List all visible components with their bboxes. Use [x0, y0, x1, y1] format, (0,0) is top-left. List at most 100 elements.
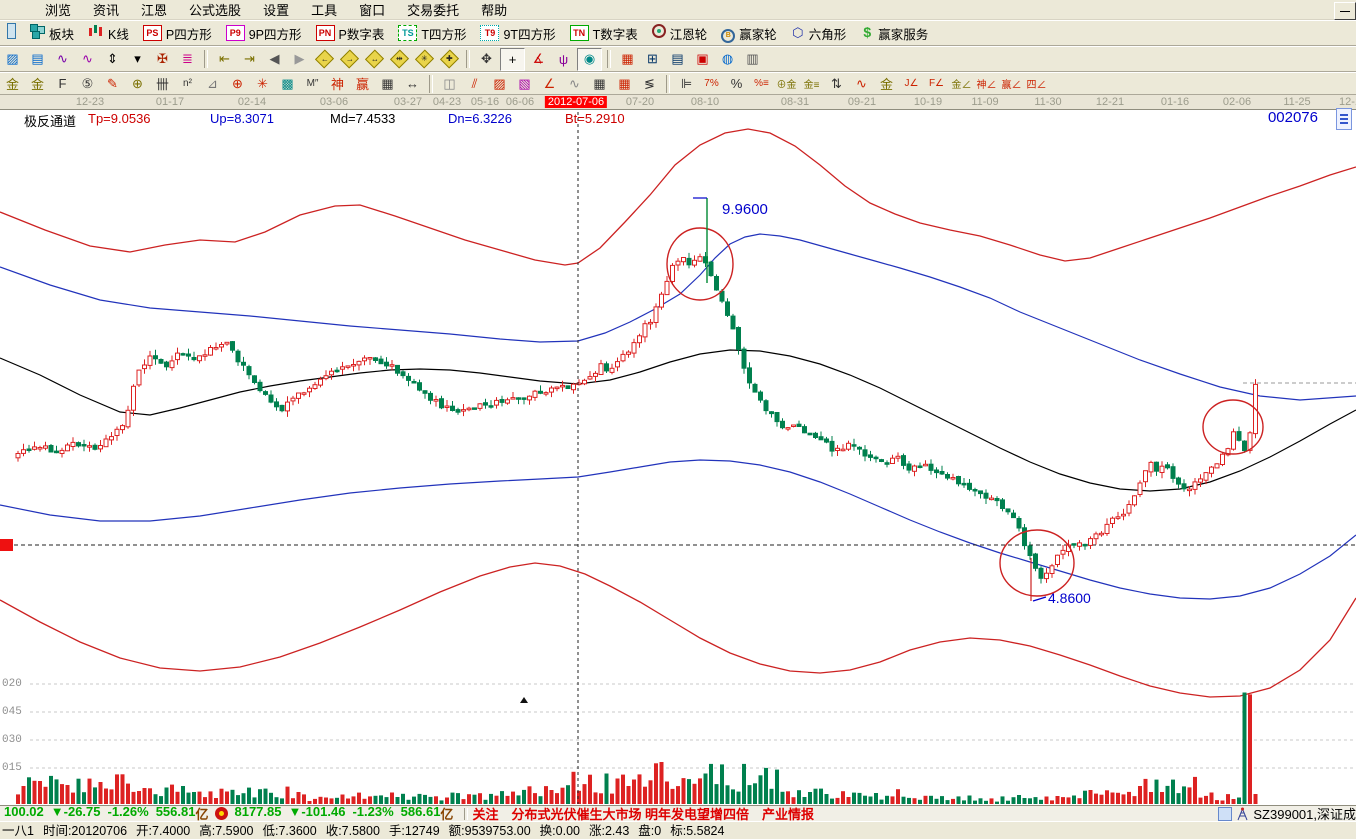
menu-item-6[interactable]: 窗口	[359, 3, 386, 18]
right-edge-widget[interactable]	[1336, 108, 1352, 130]
prev-icon[interactable]: ◀	[269, 51, 280, 66]
rocket-tool-icon[interactable]: ✎	[107, 75, 118, 91]
winner-wheel-button[interactable]: B 赢家轮	[714, 22, 784, 44]
candle-style-icon[interactable]: ⇕	[107, 51, 118, 66]
j-angle-tool-icon[interactable]: J∠	[904, 78, 919, 89]
chart-3-icon[interactable]: ∿	[57, 51, 68, 66]
menu-item-5[interactable]: 工具	[311, 3, 338, 18]
menu-item-8[interactable]: 帮助	[481, 3, 508, 18]
f-angle-tool-icon[interactable]: F∠	[928, 78, 945, 89]
chart-9-icon[interactable]: ∿	[82, 51, 93, 66]
seven-pct-tool-icon[interactable]: 7%	[704, 78, 719, 89]
t9-square-button[interactable]: T9 9T四方形	[473, 22, 562, 44]
crosshair-tool-icon[interactable]: +	[500, 47, 525, 71]
fan-box-tool-icon[interactable]: ▨	[493, 75, 506, 91]
four-angle-tool-icon[interactable]: 四∠	[1026, 80, 1047, 91]
t-number-button[interactable]: TN T数字表	[563, 22, 645, 44]
flag-tool-icon[interactable]: ⊿	[207, 75, 218, 91]
grid123-tool-icon[interactable]: ▦	[381, 75, 394, 91]
angle-lines-tool-icon[interactable]: ∠	[543, 75, 556, 91]
sector-button[interactable]: 板块	[23, 22, 81, 44]
scale-tool-icon[interactable]: ⊫	[680, 75, 693, 91]
diamond-expand-icon[interactable]: ↔	[363, 49, 386, 70]
wave-red-tool-icon[interactable]: ∿	[856, 75, 867, 91]
width-tool-icon[interactable]: ↔	[406, 76, 419, 91]
brain-tool-icon[interactable]: ◉	[577, 47, 602, 71]
pitchfork-tool-icon[interactable]: ψ	[558, 51, 569, 67]
menu-item-7[interactable]: 交易委托	[407, 3, 460, 18]
pct-lines-tool-icon[interactable]: %≡	[754, 78, 769, 89]
p-number-button[interactable]: PN P数字表	[309, 22, 392, 44]
gold-lines-tool-icon[interactable]: 金≡	[803, 80, 820, 91]
menu-item-3[interactable]: 公式选股	[189, 3, 242, 18]
quote-tool-icon[interactable]: M″	[306, 78, 319, 89]
brush-tool-icon[interactable]: ⇅	[831, 75, 842, 91]
chart-canvas[interactable]	[0, 110, 1356, 805]
spiral-tool-icon[interactable]: ⑤	[81, 75, 94, 91]
calendar-icon[interactable]: ▦	[621, 51, 634, 66]
gann-wheel-button[interactable]: 江恩轮	[645, 22, 715, 44]
save-icon[interactable]: ▣	[696, 51, 709, 66]
menu-item-1[interactable]: 资讯	[93, 3, 120, 18]
menu-item-2[interactable]: 江恩	[141, 3, 168, 18]
gold-box-tool-icon[interactable]: 金	[879, 77, 893, 92]
hexagon-button[interactable]: ⬡ 六角形	[784, 22, 854, 44]
angle-tool-icon[interactable]: ∡	[532, 51, 545, 66]
menu-item-0[interactable]: 浏览	[45, 3, 72, 18]
diamond-cross-icon[interactable]: ✚	[438, 49, 461, 70]
comb-tool-icon[interactable]: 卌	[155, 77, 169, 92]
grid-black-tool-icon[interactable]: ▦	[593, 75, 606, 91]
kline-button[interactable]: K线	[81, 22, 136, 44]
notepad-icon[interactable]: ▤	[671, 51, 684, 66]
minute-chart-icon[interactable]: ▨	[6, 51, 19, 66]
splitter-icon[interactable]	[1218, 806, 1233, 821]
circle-cross-tool-icon[interactable]: ⊕	[232, 75, 243, 91]
pct-tool-icon[interactable]: %	[730, 76, 743, 91]
angles-tool-icon[interactable]: ≶	[644, 75, 655, 91]
grid-red-tool-icon[interactable]: ▦	[618, 75, 631, 91]
layout-tool-icon[interactable]: ◫	[443, 75, 456, 91]
p9-square-button[interactable]: P9 9P四方形	[219, 22, 309, 44]
clipped-icon[interactable]	[0, 22, 23, 44]
diamond-right-icon[interactable]: →	[338, 49, 361, 70]
n2-tool-icon[interactable]: n²	[183, 78, 192, 89]
winner-service-button[interactable]: $ 赢家服务	[853, 22, 935, 44]
star-web-tool-icon[interactable]: ✳	[257, 75, 268, 91]
gann-tool-1-icon[interactable]: 金	[5, 77, 19, 92]
date-tick-label: 10-19	[913, 96, 943, 108]
hand-tool-icon[interactable]: ✥	[481, 51, 492, 66]
last-page-icon[interactable]: ⇥	[244, 51, 255, 66]
gann-tool-f-icon[interactable]: F	[58, 76, 67, 91]
diamond-star-icon[interactable]: ✳	[413, 49, 436, 70]
diamond-compress-icon[interactable]: ⇹	[388, 49, 411, 70]
shen-angle-tool-icon[interactable]: 神∠	[976, 80, 997, 91]
menu-item-4[interactable]: 设置	[263, 3, 290, 18]
gold-circle-tool-icon[interactable]: ⊕金	[776, 80, 797, 91]
wave-v-tool-icon[interactable]: ∿	[569, 75, 580, 91]
first-page-icon[interactable]: ⇤	[219, 51, 230, 66]
gann-frame-icon[interactable]: ✠	[157, 51, 168, 66]
selected-date-label: 2012-07-06	[544, 96, 608, 108]
t-square-button[interactable]: TS T四方形	[391, 22, 473, 44]
gold-angle-tool-icon[interactable]: 金∠	[951, 80, 972, 91]
next-icon[interactable]: ▶	[294, 51, 305, 66]
fan-color-tool-icon[interactable]: ▧	[518, 75, 531, 91]
workstation-icon[interactable]: ▥	[746, 51, 759, 66]
grid-web-tool-icon[interactable]: ▩	[281, 75, 294, 91]
shen-tool-icon[interactable]: 神	[330, 77, 344, 92]
p-square-button[interactable]: PS P四方形	[136, 22, 219, 44]
volume-profile-icon[interactable]: ≣	[182, 51, 193, 66]
calculator-icon[interactable]: ⊞	[647, 51, 658, 66]
dropdown-caret-icon[interactable]: ▾	[134, 51, 141, 66]
ying-angle-tool-icon[interactable]: 赢∠	[1001, 80, 1022, 91]
diamond-left-icon[interactable]: ←	[313, 49, 336, 70]
ying-tool-icon[interactable]: 赢	[355, 77, 369, 92]
fan-tool-icon[interactable]: ⫽	[471, 75, 478, 91]
minimize-button[interactable]: —	[1334, 2, 1356, 20]
gann-tool-2-icon[interactable]: 金	[30, 77, 44, 92]
f10-doc-icon[interactable]: ▤	[31, 51, 44, 66]
export-icon[interactable]: ◍	[721, 51, 734, 66]
clock-tool-icon[interactable]: ⊕	[132, 75, 143, 91]
news-ticker[interactable]: 关注 分布式光伏催生大市场 明年发电望增四倍 产业情报	[472, 807, 815, 822]
